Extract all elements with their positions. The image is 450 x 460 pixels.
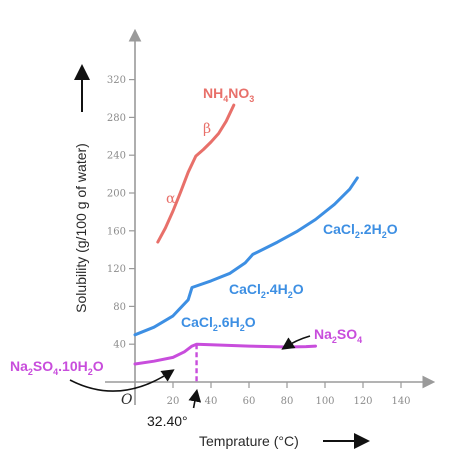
y-tick-label: 200 [107, 189, 126, 200]
na2so4-label: Na2SO4 [314, 326, 362, 345]
cacl2-2h2o-label-part: CaCl [323, 221, 355, 237]
x-tick-label: 80 [281, 396, 294, 407]
na2so4-10h2o-label-part: SO [33, 358, 53, 374]
y-tick-label: 80 [113, 302, 126, 313]
x-tick-label: 60 [243, 396, 256, 407]
cacl2-4h2o-label-part: 2 [261, 290, 266, 300]
cacl2-4h2o-label-part: 2 [288, 290, 293, 300]
cacl2-2h2o-label: CaCl2.2H2O [323, 221, 398, 240]
alpha-phase-label: α [166, 191, 176, 207]
beta-phase-label: β [203, 121, 211, 137]
cacl2-4h2o-label: CaCl2.4H2O [229, 281, 304, 300]
na2so4-10h2o-label-part: O [93, 358, 104, 374]
na2so4-label-part: 2 [332, 335, 337, 345]
x-tick-label: 120 [353, 396, 372, 407]
transition-temperature-label: 32.40° [147, 413, 188, 429]
transition-arrow [188, 388, 202, 409]
cacl2-6h2o-label-part: 2 [213, 323, 218, 333]
cacl2-4h2o-label-part: O [293, 281, 304, 297]
y-tick-label: 280 [107, 113, 126, 124]
cacl2-6h2o-label-part: .6H [218, 314, 240, 330]
origin-label: O [121, 392, 133, 408]
annotations: 32.40° [69, 335, 311, 429]
y-tick-label: 40 [113, 340, 126, 351]
series-labels: NH4NO3βαCaCl2.2H2OCaCl2.4H2OCaCl2.6H2ONa… [10, 85, 398, 377]
na2so4-label-part: Na [314, 326, 332, 342]
cacl2-2h2o-label-part: .2H [360, 221, 382, 237]
na2so4-10h2o-label-part: 4 [53, 367, 58, 377]
y-tick-label: 320 [107, 75, 126, 86]
nh4no3-label-part: 4 [223, 94, 228, 104]
na2so4-label-part: SO [337, 326, 357, 342]
na2so4-10h2o-label: Na2SO4.10H2O [10, 358, 104, 377]
cacl2-2h2o-label-part: 2 [382, 230, 387, 240]
na2so4-10h2o-pointer-arrow [69, 369, 175, 392]
ticks: 40 80 120 160 200 240 280 320 20 40 60 80 100 120 140 [107, 75, 411, 407]
cacl2-4h2o-label-part: .4H [266, 281, 288, 297]
cacl2-6h2o-label-part: O [245, 314, 256, 330]
cacl2-6h2o-label-part: 2 [240, 323, 245, 333]
x-tick-label: 40 [205, 396, 218, 407]
nh4no3-label: NH4NO3 [203, 85, 254, 104]
y-tick-label: 160 [107, 226, 126, 237]
cacl2-6h2o-label-part: CaCl [181, 314, 213, 330]
na2so4-pointer-arrow [281, 335, 311, 350]
y-tick-label: 120 [107, 264, 126, 275]
nh4no3-label-part: NO [228, 85, 249, 101]
na2so4-line [133, 342, 317, 366]
x-tick-label: 140 [391, 396, 410, 407]
nh4no3-line [156, 103, 236, 244]
cacl2-line [133, 176, 359, 337]
x-axis-title: Temprature (°C) [199, 433, 299, 449]
cacl2-4h2o-label-part: CaCl [229, 281, 261, 297]
cacl2-2h2o-label-part: O [387, 221, 398, 237]
nh4no3-label-part: 3 [249, 94, 254, 104]
y-axis-title: Solubility (g/100 g of water) [73, 143, 89, 313]
na2so4-label-part: 4 [357, 335, 362, 345]
na2so4-10h2o-label-part: Na [10, 358, 28, 374]
na2so4-10h2o-label-part: 2 [88, 367, 93, 377]
x-tick-label: 20 [167, 396, 180, 407]
na2so4-10h2o-label-part: 2 [28, 367, 33, 377]
nh4no3-label-part: NH [203, 85, 223, 101]
cacl2-6h2o-label: CaCl2.6H2O [181, 314, 256, 333]
x-tick-label: 100 [315, 396, 334, 407]
y-tick-label: 240 [107, 151, 126, 162]
axes [74, 28, 436, 449]
cacl2-2h2o-label-part: 2 [355, 230, 360, 240]
na2so4-10h2o-label-part: .10H [58, 358, 88, 374]
